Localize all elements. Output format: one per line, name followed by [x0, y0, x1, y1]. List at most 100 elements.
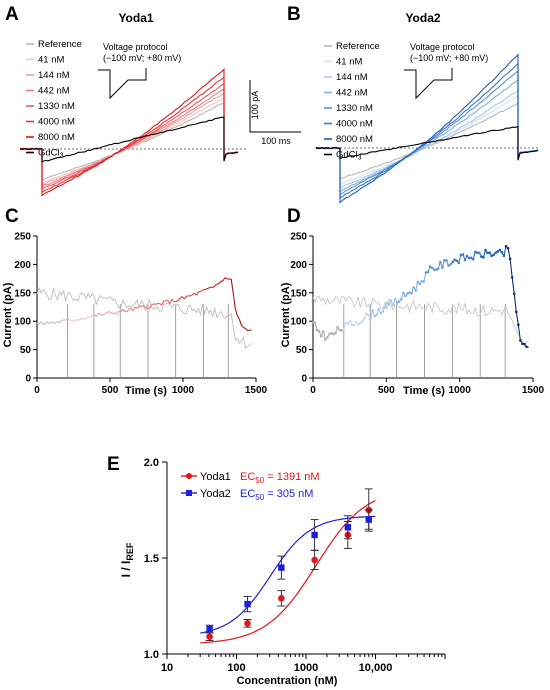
panel-e-chart: 1.0 1.5 2.0 10 100 1000 10,000 Yoda1 EC50 = 139… — [119, 457, 446, 687]
outward-segment-80 — [200, 289, 203, 293]
outward-segment-66 — [171, 298, 175, 303]
inward-trace — [312, 295, 529, 348]
outward-segment-86 — [212, 285, 216, 288]
y-tick-label-3: 150 — [290, 288, 307, 299]
outward-point-36 — [385, 301, 389, 305]
outward-segment-92 — [224, 277, 228, 280]
outward-point-7 — [326, 336, 329, 339]
panel-a-traces: Yoda1 Reference 41 nM 144 nM 442 nM 1330 nM 4… — [19, 11, 301, 197]
x-tick-label-1: 500 — [378, 385, 395, 396]
panel-d-axes: 0 50 100 150 200 250 0 500 1000 1500 — [290, 232, 544, 397]
y-tick-label-3: 150 — [14, 288, 31, 299]
legend-marker-1 — [186, 490, 192, 496]
outward-point-69 — [453, 258, 456, 262]
outward-point-97 — [510, 276, 514, 279]
outward-point-18 — [348, 320, 352, 323]
outward-segment-44 — [126, 308, 130, 313]
outward-point-38 — [389, 299, 393, 303]
outward-point-39 — [391, 303, 395, 307]
outward-segment-73 — [186, 295, 189, 297]
outward-segment-16 — [69, 319, 73, 322]
outward-point-102 — [521, 342, 524, 346]
outward-segment-32 — [102, 313, 105, 316]
outward-segment-68 — [175, 300, 179, 302]
legend-label-5: 4000 nM — [38, 117, 75, 128]
point-yoda2-2 — [278, 564, 285, 571]
y-tick-label-0: 0 — [25, 374, 31, 385]
panel-b-protocol-title: Voltage protocol — [410, 42, 475, 52]
outward-segment-52 — [143, 305, 146, 308]
panel-label-e: E — [107, 454, 120, 475]
x-tick-label-2: 1000 — [294, 662, 318, 674]
trace-144-nm — [315, 89, 539, 189]
panel-b-protocol-shape — [404, 68, 453, 100]
outward-point-75 — [465, 254, 469, 258]
outward-point-89 — [494, 251, 498, 254]
legend-label-3: 442 nM — [336, 88, 368, 99]
panel-c-xlabel: Time (s) — [125, 385, 167, 397]
outward-point-0 — [311, 321, 315, 324]
panel-label-c: C — [5, 206, 19, 227]
outward-point-91 — [498, 248, 502, 252]
outward-point-66 — [447, 264, 450, 267]
outward-point-87 — [490, 254, 493, 258]
outward-segment-36 — [110, 311, 113, 315]
outward-point-51 — [416, 280, 420, 284]
panel-a-protocol-range: (−100 mV; +80 mV) — [103, 53, 181, 63]
outward-point-59 — [432, 268, 436, 271]
outward-point-72 — [459, 253, 463, 257]
outward-point-62 — [439, 260, 442, 264]
panel-e-axes: 1.0 1.5 2.0 10 100 1000 10,000 — [144, 457, 446, 674]
outward-point-64 — [443, 258, 446, 262]
outward-segment-31 — [100, 313, 103, 316]
x-tick-label-3: 10,000 — [359, 662, 393, 674]
trace-4000-nm — [315, 62, 539, 200]
legend-label-6: 8000 nM — [38, 132, 75, 143]
outward-point-79 — [473, 250, 477, 254]
outward-segment-100 — [241, 324, 244, 328]
outward-point-67 — [449, 263, 452, 266]
outward-point-100 — [517, 323, 520, 327]
outward-segment-21 — [79, 317, 83, 321]
legend-label-5: 4000 nM — [336, 119, 373, 130]
panel-a-voltage-protocol: Voltage protocol (−100 mV; +80 mV) — [98, 42, 181, 100]
outward-point-14 — [340, 329, 344, 332]
outward-segment-103 — [247, 329, 250, 332]
outward-segment-95 — [230, 278, 234, 294]
inward-trace — [36, 286, 252, 349]
outward-segment-18 — [73, 319, 77, 322]
legend-name-0: Yoda1 — [200, 471, 231, 483]
outward-segment-70 — [179, 296, 183, 299]
trace-8000-nm — [315, 53, 539, 204]
outward-segment-40 — [118, 310, 121, 313]
outward-point-81 — [478, 251, 481, 255]
outward-point-22 — [356, 323, 360, 326]
legend-label-2: 144 nM — [336, 72, 368, 83]
trace-8000-nm — [19, 68, 239, 197]
outward-point-8 — [328, 332, 331, 336]
outward-point-88 — [492, 253, 495, 257]
outward-point-104 — [525, 345, 528, 349]
outward-point-47 — [408, 291, 411, 294]
outward-point-17 — [346, 322, 350, 326]
outward-point-42 — [397, 300, 401, 303]
legend-label-0: Reference — [38, 39, 82, 50]
outward-point-86 — [488, 251, 491, 254]
outward-segment-49 — [136, 306, 140, 309]
panel-a-protocol-title: Voltage protocol — [103, 42, 168, 52]
outward-segment-99 — [238, 318, 242, 326]
outward-point-96 — [508, 257, 512, 261]
outward-segment-2 — [40, 321, 44, 325]
panel-a-legend: Reference 41 nM 144 nM 442 nM 1330 nM 4000 nM… — [26, 39, 82, 160]
panel-c-axes: 0 50 100 150 200 250 0 500 1000 1500 — [14, 232, 267, 397]
outward-point-34 — [381, 310, 385, 313]
outward-point-31 — [375, 313, 378, 317]
legend-label-4: 1330 nM — [38, 101, 75, 112]
outward-segment-83 — [206, 287, 209, 290]
outward-segment-42 — [122, 308, 126, 312]
outward-segment-24 — [85, 316, 89, 320]
point-yoda1-0 — [206, 633, 213, 641]
outward-segment-9 — [55, 320, 58, 324]
legend-label-3: 442 nM — [38, 86, 70, 97]
point-yoda2-0 — [206, 625, 213, 633]
